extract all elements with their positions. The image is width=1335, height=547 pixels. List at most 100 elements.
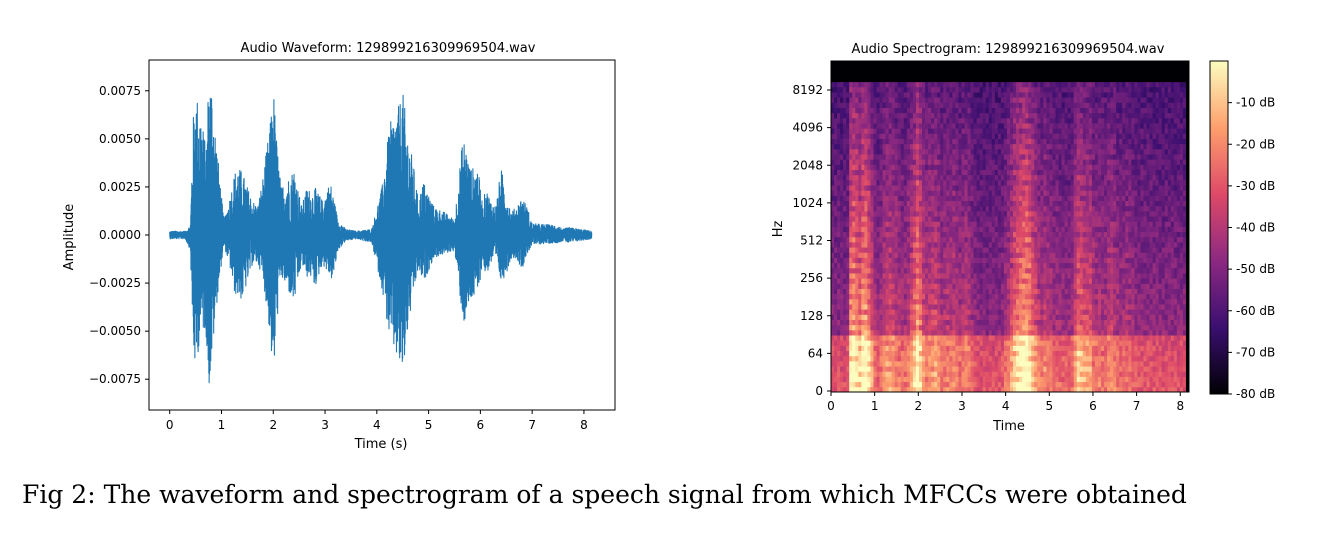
spectrogram-cell [943,195,947,202]
spectrogram-cell [855,61,859,67]
spectrogram-cell [1049,371,1053,377]
spectrogram-cell [1000,345,1005,352]
spectrogram-cell [843,107,847,114]
spectrogram-cell [928,324,932,331]
spectrogram-cell [1043,304,1047,310]
spectrogram-cell [1058,278,1062,284]
spectrogram-cell [882,366,887,372]
spectrogram-cell [1061,226,1066,233]
spectrogram-cell [967,143,971,150]
spectrogram-cell [843,117,847,124]
spectrogram-cell [840,273,844,279]
spectrogram-cell [915,164,920,171]
spectrogram-cell [906,71,911,77]
spectrogram-cell [891,236,896,243]
spectrogram-cell [1061,278,1066,284]
spectrogram-cell [846,371,850,377]
spectrogram-cell [1049,293,1053,300]
spectrogram-cell [1058,66,1062,72]
spectrogram-cell [843,185,847,191]
spectrogram-cell [855,376,859,383]
spectrogram-cell [843,159,847,165]
spectrogram-cell [912,86,917,93]
spectrogram-cell [961,329,965,336]
spectrogram-cell [982,329,987,336]
spectrogram-cell [1058,304,1062,310]
spectrogram-cell [1052,236,1056,243]
spectrogram-cell [888,335,893,341]
spectrogram-cell [909,61,914,67]
spectrogram-cell [1022,185,1026,191]
spectrogram-cell [1006,340,1011,346]
spectrogram-cell [991,273,996,279]
spectrogram-cell [840,267,844,274]
spectrogram-cell [985,319,990,326]
spectrogram-cell [979,86,984,93]
spectrogram-cell [900,164,905,171]
spectrogram-cell [900,278,905,284]
spectrogram-cell [834,267,838,274]
spectrogram-cell [1019,247,1023,253]
spectrogram-cell [979,350,984,357]
spectrogram-cell [915,216,920,222]
spectrogram-cell [831,319,835,326]
spectrogram-cell [867,381,871,388]
spectrogram-cell [997,138,1002,145]
spectrogram-cell [888,252,893,258]
spectrogram-cell [918,236,923,243]
spectrogram-cell [831,61,835,67]
spectrogram-cell [955,97,959,103]
spectrogram-cell [870,143,874,150]
spectrogram-cell [925,298,929,305]
spectrogram-cell [864,319,868,326]
spectrogram-cell [943,236,947,243]
spectrogram-cell [903,195,908,202]
spectrogram-cell [931,66,935,72]
spectrogram-cell [943,298,947,305]
spectrogram-cell [958,174,962,181]
spectrogram-cell [964,324,968,331]
spectrogram-cell [870,298,874,305]
spectrogram-cell [1003,174,1008,181]
spectrogram-cell [1055,298,1059,305]
spectrogram-cell [976,262,981,269]
spectrogram-cell [873,138,877,145]
spectrogram-cell [964,371,968,377]
spectrogram-cell [855,273,859,279]
spectrogram-cell [870,262,874,269]
spectrogram-cell [906,133,911,139]
spectrogram-cell [1058,81,1062,88]
spectrogram-cell [843,252,847,258]
spectrogram-cell [858,195,862,202]
spectrogram-cell [900,267,905,274]
spectrogram-cell [1019,138,1023,145]
spectrogram-cell [831,148,835,155]
spectrogram-cell [982,92,987,98]
spectrogram-cell [940,205,944,212]
spectrogram-cell [846,319,850,326]
spectrogram-cell [940,159,944,165]
spectrogram-cell [985,148,990,155]
spectrogram-cell [982,288,987,295]
spectrogram-cell [867,345,871,352]
spectrogram-cell [997,236,1002,243]
spectrogram-cell [958,257,962,264]
spectrogram-cell [858,123,862,129]
spectrogram-cell [831,366,835,372]
spectrogram-cell [885,190,890,196]
spectrogram-cell [870,288,874,295]
spectrogram-cell [918,200,923,207]
spectrogram-cell [834,164,838,171]
spectrogram-cell [897,376,902,383]
spectrogram-cell [1055,304,1059,310]
spectrogram-cell [864,304,868,310]
spectrogram-cell [1006,164,1011,171]
spectrogram-cell [1052,117,1056,124]
spectrogram-cell [918,340,923,346]
spectrogram-cell [1046,252,1050,258]
spectrogram-cell [952,278,956,284]
spectrogram-cell [940,345,944,352]
spectrogram-cell [997,190,1002,196]
spectrogram-cell [1052,345,1056,352]
spectrogram-cell [1022,71,1026,77]
